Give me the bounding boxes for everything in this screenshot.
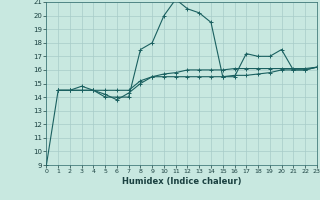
- X-axis label: Humidex (Indice chaleur): Humidex (Indice chaleur): [122, 177, 241, 186]
